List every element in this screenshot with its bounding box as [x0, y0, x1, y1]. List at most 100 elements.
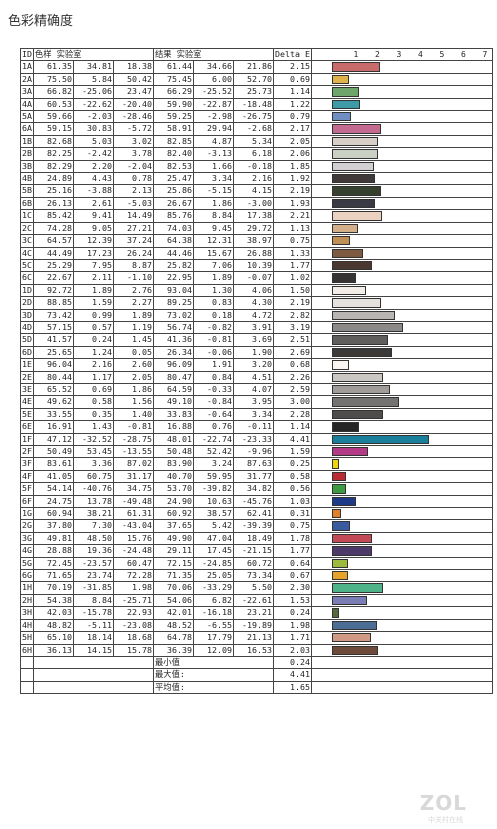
- tick-label: 3: [396, 50, 402, 60]
- header-result: 结果 实验室: [153, 47, 274, 62]
- result-value: -21.15: [233, 544, 274, 558]
- table-row: 5B 25.16 -3.88 2.13 25.86 -5.15 4.15 2.19: [20, 184, 493, 198]
- summary-row: 最小值 0.24: [20, 655, 493, 670]
- result-value: 73.34: [233, 569, 274, 583]
- result-value: 29.11: [153, 544, 194, 558]
- bar-cell: [311, 457, 493, 471]
- bar-cell: [311, 370, 493, 384]
- result-value: 23.21: [233, 606, 274, 620]
- result-value: 21.86: [233, 60, 274, 74]
- delta-value: 1.02: [273, 271, 312, 285]
- sample-value: 1.24: [73, 345, 114, 360]
- delta-value: 2.59: [273, 382, 312, 397]
- delta-bar: [332, 546, 373, 556]
- bar-cell: [311, 110, 493, 124]
- delta-value: 1.14: [273, 420, 312, 434]
- result-value: -0.81: [193, 333, 234, 347]
- row-id: 5E: [20, 407, 34, 422]
- delta-value: 1.78: [273, 531, 312, 546]
- delta-bar: [332, 161, 374, 172]
- delta-value: 4.41: [273, 432, 312, 447]
- table-row: 6A 59.15 30.83 -5.72 58.91 29.94 -2.68 2.17: [20, 122, 493, 136]
- table-row: 5F 54.14 -40.76 34.75 53.70 -39.82 34.82 0.56: [20, 482, 493, 496]
- sample-value: 33.55: [33, 407, 74, 422]
- result-value: 74.03: [153, 221, 194, 236]
- row-id: 2G: [20, 519, 34, 533]
- result-value: 25.47: [153, 172, 194, 186]
- page-title: 色彩精确度: [8, 14, 74, 29]
- result-value: 26.88: [233, 246, 274, 260]
- table-row: 6B 26.13 2.61 -5.03 26.67 1.86 -3.00 1.93: [20, 196, 493, 211]
- sample-value: 2.20: [73, 159, 114, 174]
- result-value: -3.00: [233, 196, 274, 211]
- delta-value: 3.19: [273, 320, 312, 335]
- row-id: 3D: [20, 308, 34, 322]
- delta-bar: [332, 447, 369, 457]
- sample-value: -40.76: [73, 482, 114, 496]
- delta-value: 1.92: [273, 172, 312, 186]
- bar-cell: [311, 209, 493, 223]
- bar-cell: [311, 581, 493, 595]
- summary-label: 最小值: [153, 655, 274, 670]
- sample-value: 64.57: [33, 234, 74, 248]
- sample-value: 2.11: [73, 271, 114, 285]
- result-value: 16.88: [153, 420, 194, 434]
- sample-value: 26.13: [33, 196, 74, 211]
- result-value: 5.34: [233, 134, 274, 149]
- sample-value: -2.03: [73, 110, 114, 124]
- result-value: 64.59: [153, 382, 194, 397]
- result-value: 22.95: [153, 271, 194, 285]
- delta-value: 2.19: [273, 184, 312, 198]
- summary-value: 0.24: [273, 655, 312, 670]
- result-value: 26.67: [153, 196, 194, 211]
- sample-value: 75.50: [33, 72, 74, 87]
- delta-bar: [332, 99, 361, 110]
- table-row: 3A 66.82 -25.06 23.47 66.29 -25.52 25.73 1.14: [20, 85, 493, 99]
- row-id: 4A: [20, 97, 34, 112]
- result-value: -26.75: [233, 110, 274, 124]
- sample-value: 1.45: [113, 333, 154, 347]
- result-value: 4.30: [233, 296, 274, 310]
- delta-bar: [332, 124, 381, 134]
- result-value: 17.38: [233, 209, 274, 223]
- result-value: 3.95: [233, 395, 274, 409]
- sample-value: 27.21: [113, 221, 154, 236]
- result-value: 6.00: [193, 72, 234, 87]
- summary-spacer: [20, 668, 34, 682]
- sample-value: 0.78: [113, 172, 154, 186]
- row-id: 5C: [20, 258, 34, 273]
- table-row: 5D 41.57 0.24 1.45 41.36 -0.81 3.69 2.51: [20, 333, 493, 347]
- delta-bar: [332, 595, 367, 606]
- sample-value: 74.28: [33, 221, 74, 236]
- delta-bar: [332, 136, 379, 147]
- sample-value: 17.23: [73, 246, 114, 260]
- row-id: 6C: [20, 271, 34, 285]
- result-value: 71.35: [153, 569, 194, 583]
- table-row: 3F 83.61 3.36 87.02 83.90 3.24 87.63 0.25: [20, 457, 493, 471]
- result-value: 7.06: [193, 258, 234, 273]
- result-value: -45.76: [233, 494, 274, 509]
- result-value: 59.90: [153, 97, 194, 112]
- table-row: 1F 47.12 -32.52 -28.75 48.01 -22.74 -23.33 4.41: [20, 432, 493, 447]
- result-value: 56.74: [153, 320, 194, 335]
- result-value: 47.04: [193, 531, 234, 546]
- bar-cell: [311, 569, 493, 583]
- tick-label: 6: [461, 50, 466, 60]
- result-value: 8.84: [193, 209, 234, 223]
- delta-bar: [332, 509, 341, 519]
- sample-value: -3.88: [73, 184, 114, 198]
- row-id: 3B: [20, 159, 34, 174]
- delta-value: 2.26: [273, 370, 312, 384]
- delta-value: 3.00: [273, 395, 312, 409]
- sample-value: 80.44: [33, 370, 74, 384]
- result-value: 64.38: [153, 234, 194, 248]
- result-value: 15.67: [193, 246, 234, 260]
- table-row: 1H 70.19 -31.85 1.98 70.06 -33.29 5.50 2.30: [20, 581, 493, 595]
- sample-value: 18.68: [113, 631, 154, 645]
- sample-value: -2.04: [113, 159, 154, 174]
- bar-cell: [311, 395, 493, 409]
- delta-bar: [332, 397, 399, 407]
- delta-bar: [332, 322, 403, 333]
- sample-value: 44.49: [33, 246, 74, 260]
- result-value: 1.90: [233, 345, 274, 360]
